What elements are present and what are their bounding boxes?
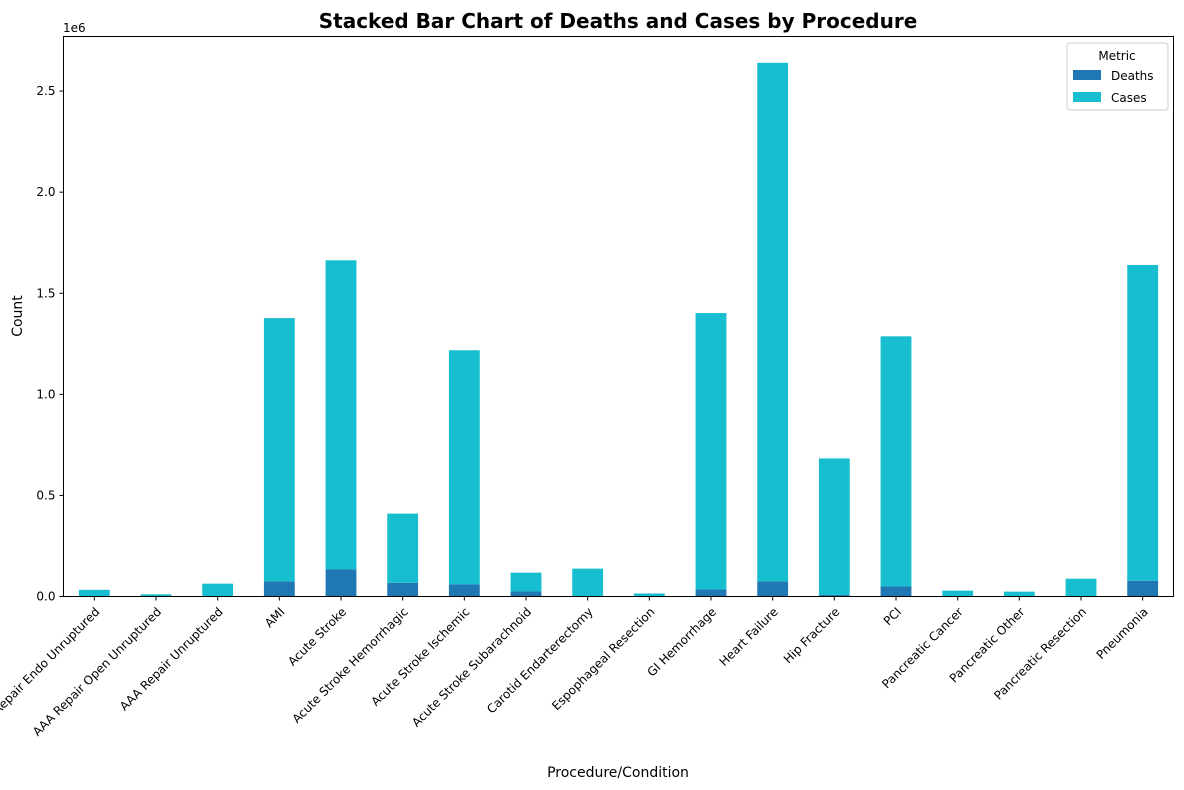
legend-swatch-deaths bbox=[1073, 70, 1101, 80]
y-tick-label: 1.5 bbox=[36, 286, 55, 300]
y-axis-label: Count bbox=[10, 295, 26, 337]
legend: Metric Deaths Cases bbox=[1066, 42, 1169, 111]
chart-title: Stacked Bar Chart of Deaths and Cases by… bbox=[319, 9, 918, 33]
y-tick-label: 2.5 bbox=[36, 84, 55, 98]
x-axis-label: Procedure/Condition bbox=[547, 765, 689, 781]
y-tick-label: 0.0 bbox=[36, 590, 55, 604]
bar-cases-gi-hemorrhage bbox=[695, 313, 727, 590]
x-tick-label: AAA Repair Unruptured bbox=[117, 605, 226, 714]
y-ticks-group: 0.0 0.5 1.0 1.5 2.0 2.5 bbox=[36, 84, 64, 604]
bar-cases-pneumonia bbox=[1127, 264, 1159, 581]
bar-deaths-acute-stroke-hemorrhagic bbox=[387, 582, 419, 597]
x-tick-label: PCI bbox=[881, 605, 904, 628]
x-tick-label: Acute Stroke Hemorrhagic bbox=[289, 605, 410, 726]
x-tick-label: Heart Failure bbox=[717, 605, 781, 669]
x-tick-label: Carotid Endarterectomy bbox=[484, 605, 596, 717]
bar-cases-hip-fracture bbox=[818, 458, 850, 595]
x-tick-label: AAA Repair Open Unruptured bbox=[30, 605, 164, 739]
bar-deaths-pci bbox=[880, 586, 912, 597]
legend-title: Metric bbox=[1098, 49, 1135, 63]
bar-cases-pancreatic-resection bbox=[1065, 578, 1097, 597]
y-tick-label: 1.0 bbox=[36, 387, 55, 401]
x-tick-label: Espophageal Resection bbox=[549, 605, 657, 713]
bar-cases-acute-stroke-ischemic bbox=[448, 350, 480, 585]
x-tick-label: Acute Stroke bbox=[285, 605, 349, 669]
bar-cases-aaa-repair-endo-unruptured bbox=[78, 589, 110, 597]
legend-label-deaths: Deaths bbox=[1111, 69, 1154, 83]
x-tick-label: Pneumonia bbox=[1094, 605, 1151, 662]
y-tick-label: 2.0 bbox=[36, 185, 55, 199]
bar-deaths-acute-stroke-ischemic bbox=[448, 584, 480, 597]
x-tick-label: Hip Fracture bbox=[781, 605, 843, 667]
bar-cases-pci bbox=[880, 336, 912, 587]
bar-cases-acute-stroke-subarachnoid bbox=[510, 572, 542, 592]
bar-deaths-heart-failure bbox=[757, 581, 789, 597]
bar-deaths-acute-stroke bbox=[325, 569, 357, 597]
bar-cases-pancreatic-other bbox=[1003, 591, 1035, 597]
bar-cases-carotid-endarterectomy bbox=[572, 568, 604, 597]
legend-swatch-cases bbox=[1073, 92, 1101, 102]
bar-deaths-pneumonia bbox=[1127, 580, 1159, 597]
bar-cases-pancreatic-cancer bbox=[942, 590, 974, 597]
y-tick-label: 0.5 bbox=[36, 488, 55, 502]
bar-cases-acute-stroke bbox=[325, 260, 357, 570]
bar-deaths-acute-stroke-subarachnoid bbox=[510, 591, 542, 597]
y-axis-offset-text: 1e6 bbox=[63, 21, 86, 35]
bar-deaths-gi-hemorrhage bbox=[695, 589, 727, 597]
bar-deaths-hip-fracture bbox=[818, 594, 850, 597]
bar-cases-espophageal-resection bbox=[633, 593, 665, 597]
x-tick-label: Acute Stroke Subarachnoid bbox=[409, 605, 534, 730]
bar-deaths-ami bbox=[263, 581, 295, 597]
bar-cases-acute-stroke-hemorrhagic bbox=[387, 513, 419, 583]
bar-cases-ami bbox=[263, 318, 295, 582]
bar-cases-aaa-repair-unruptured bbox=[202, 583, 234, 597]
bar-cases-aaa-repair-open-unruptured bbox=[140, 594, 172, 597]
legend-label-cases: Cases bbox=[1111, 91, 1147, 105]
x-tick-label: AMI bbox=[262, 605, 288, 631]
bar-cases-heart-failure bbox=[757, 62, 789, 582]
bars-group bbox=[78, 62, 1159, 597]
plot-frame bbox=[63, 36, 1174, 597]
